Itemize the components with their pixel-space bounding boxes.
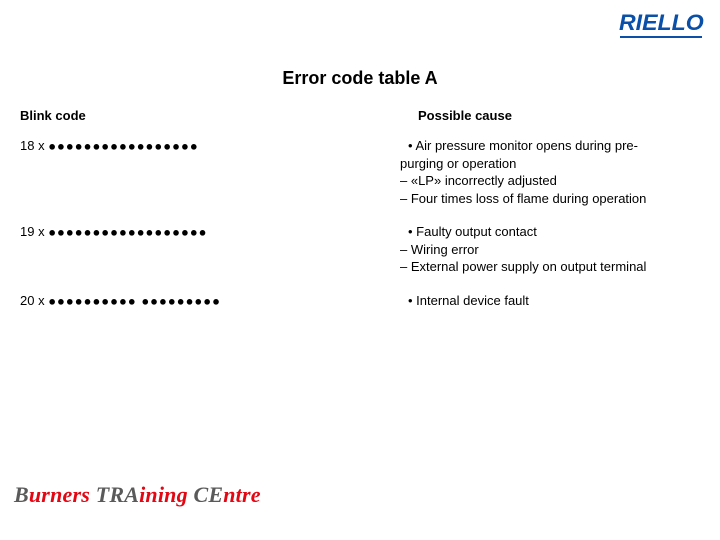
cause-bullet-line: • Air pressure monitor opens during pre- <box>400 137 700 155</box>
blink-code-cell: 19 x ●●●●●●●●●●●●●●●●●● <box>20 223 400 241</box>
blink-code-prefix: 20 x <box>20 293 48 308</box>
blink-code-cell: 18 x ●●●●●●●●●●●●●●●●● <box>20 137 400 155</box>
possible-cause-cell: • Faulty output contact – Wiring error –… <box>400 223 700 276</box>
error-code-table: Blink code Possible cause 18 x ●●●●●●●●●… <box>20 108 700 326</box>
cause-sub-line: – «LP» incorrectly adjusted <box>400 172 700 190</box>
blink-code-dots: ●●●●●●●●●● ●●●●●●●●● <box>48 293 221 308</box>
blink-code-dots: ●●●●●●●●●●●●●●●●●● <box>48 224 207 239</box>
footer-span: urners <box>29 482 96 507</box>
col-header-blink-code: Blink code <box>20 108 400 123</box>
footer-span: B <box>14 482 29 507</box>
cause-bullet-line: • Faulty output contact <box>400 223 700 241</box>
footer-span: CE <box>194 482 224 507</box>
col-header-possible-cause: Possible cause <box>400 108 700 123</box>
table-header-row: Blink code Possible cause <box>20 108 700 123</box>
possible-cause-cell: • Internal device fault <box>400 292 700 310</box>
table-row: 20 x ●●●●●●●●●● ●●●●●●●●●• Internal devi… <box>20 292 700 310</box>
table-row: 18 x ●●●●●●●●●●●●●●●●●• Air pressure mon… <box>20 137 700 207</box>
blink-code-prefix: 18 x <box>20 138 48 153</box>
table-row: 19 x ●●●●●●●●●●●●●●●●●●• Faulty output c… <box>20 223 700 276</box>
cause-sub-line: – External power supply on output termin… <box>400 258 700 276</box>
page-title: Error code table A <box>0 68 720 89</box>
cause-bullet-line: • Internal device fault <box>400 292 700 310</box>
blink-code-dots: ●●●●●●●●●●●●●●●●● <box>48 138 199 153</box>
footer-span: TRA <box>96 482 139 507</box>
blink-code-prefix: 19 x <box>20 224 48 239</box>
footer-branding: Burners TRAining CEntre <box>14 482 261 508</box>
footer-span: ntre <box>223 482 260 507</box>
footer-span: ining <box>139 482 193 507</box>
brand-logo-underline <box>620 36 702 38</box>
cause-wrap-line: purging or operation <box>400 155 700 173</box>
blink-code-cell: 20 x ●●●●●●●●●● ●●●●●●●●● <box>20 292 400 310</box>
cause-sub-line: – Wiring error <box>400 241 700 259</box>
brand-logo: RIELLO <box>619 10 704 36</box>
possible-cause-cell: • Air pressure monitor opens during pre-… <box>400 137 700 207</box>
cause-sub-line: – Four times loss of flame during operat… <box>400 190 700 208</box>
